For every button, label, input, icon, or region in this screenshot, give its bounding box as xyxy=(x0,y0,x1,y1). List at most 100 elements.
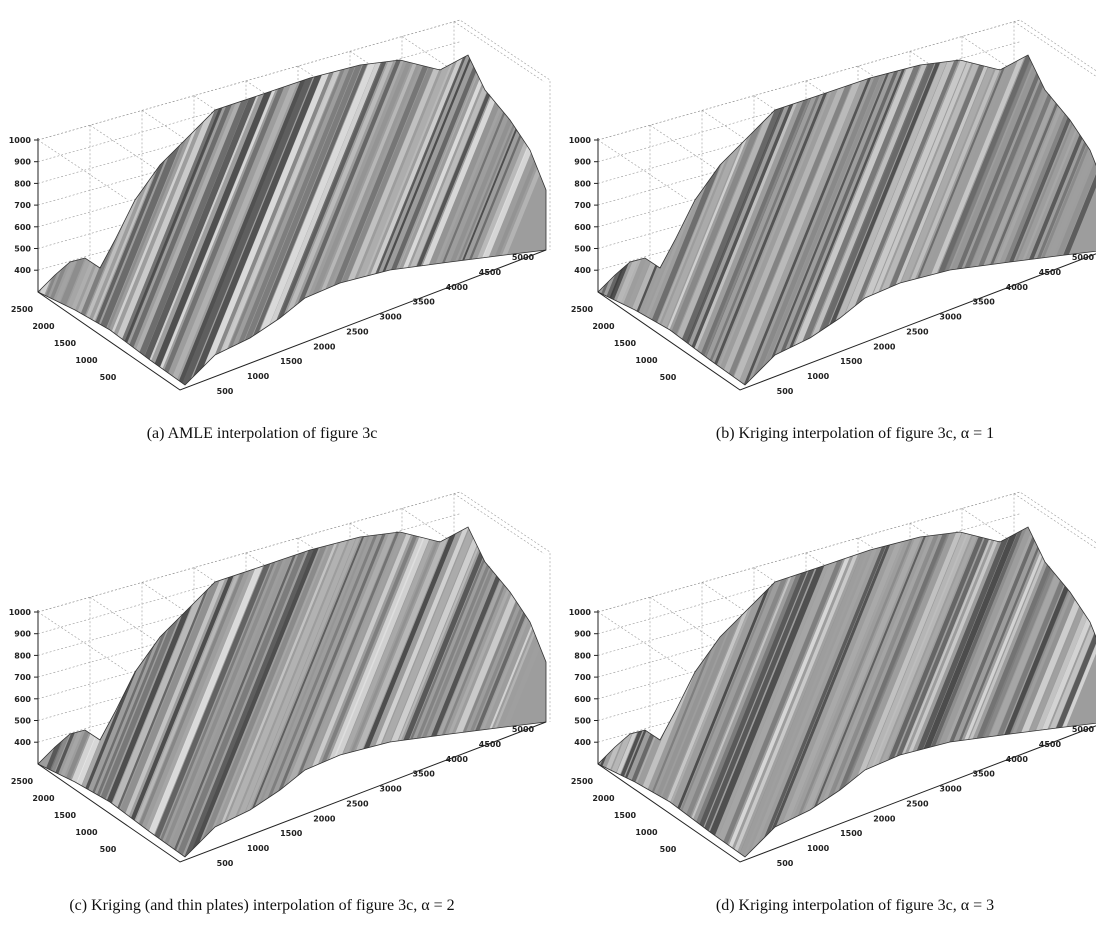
ridge xyxy=(0,30,47,400)
y-tick-label: 1500 xyxy=(54,811,77,820)
y-tick-label: 1000 xyxy=(635,356,658,365)
x-tick-label: 500 xyxy=(777,387,794,396)
x-tick-label: 4500 xyxy=(479,740,502,749)
z-tick-label: 700 xyxy=(14,673,31,682)
x-tick-label: 2500 xyxy=(346,799,369,808)
x-tick-label: 1500 xyxy=(280,357,303,366)
y-tick-label: 2500 xyxy=(11,777,34,786)
ridge xyxy=(0,30,104,400)
grid-line xyxy=(598,612,688,672)
ridge xyxy=(0,502,90,872)
x-tick-label: 3000 xyxy=(379,785,402,794)
x-tick-label: 2500 xyxy=(346,327,369,336)
z-tick-label: 1000 xyxy=(569,608,592,617)
grid-line xyxy=(38,140,128,200)
grid-line xyxy=(598,140,688,200)
x-tick-label: 3000 xyxy=(939,785,962,794)
z-tick-label: 700 xyxy=(14,201,31,210)
x-tick-label: 3500 xyxy=(973,298,996,307)
x-tick-label: 4500 xyxy=(1039,268,1062,277)
z-tick-label: 900 xyxy=(574,158,591,167)
x-tick-label: 3000 xyxy=(939,313,962,322)
z-tick-label: 900 xyxy=(14,630,31,639)
z-tick-label: 600 xyxy=(574,695,591,704)
z-tick-label: 600 xyxy=(14,695,31,704)
x-tick-label: 4500 xyxy=(479,268,502,277)
z-tick-label: 500 xyxy=(14,717,31,726)
z-tick-label: 900 xyxy=(574,630,591,639)
ridge xyxy=(533,30,687,400)
panel: 1000900800700600500400250020001500100050… xyxy=(0,472,599,872)
ridge xyxy=(0,30,98,400)
x-tick-label: 500 xyxy=(217,387,234,396)
x-tick-label: 2000 xyxy=(873,814,896,823)
y-tick-label: 1000 xyxy=(75,828,98,837)
panel: 1000900800700600500400250020001500100050… xyxy=(452,0,1096,400)
x-tick-label: 1000 xyxy=(807,844,830,853)
z-tick-label: 800 xyxy=(574,179,591,188)
x-tick-label: 4500 xyxy=(1039,740,1062,749)
y-tick-label: 1500 xyxy=(54,339,77,348)
y-tick-label: 500 xyxy=(660,373,677,382)
surface xyxy=(453,472,1096,872)
y-tick-label: 1000 xyxy=(75,356,98,365)
y-tick-label: 2500 xyxy=(11,305,34,314)
x-tick-label: 1500 xyxy=(840,829,863,838)
ridge xyxy=(0,30,59,400)
ridge xyxy=(0,502,103,872)
x-tick-label: 2500 xyxy=(906,327,929,336)
surface xyxy=(0,0,598,400)
z-tick-label: 700 xyxy=(574,673,591,682)
figure: 1000900800700600500400250020001500100050… xyxy=(0,0,1096,935)
x-tick-label: 3500 xyxy=(413,298,436,307)
surface xyxy=(452,0,1096,400)
y-tick-label: 500 xyxy=(660,845,677,854)
x-tick-label: 500 xyxy=(777,859,794,868)
x-tick-label: 1000 xyxy=(247,372,270,381)
x-tick-label: 1000 xyxy=(807,372,830,381)
z-tick-label: 400 xyxy=(14,738,31,747)
z-tick-label: 1000 xyxy=(9,608,32,617)
ridge xyxy=(0,502,55,872)
y-tick-label: 500 xyxy=(100,373,117,382)
surface xyxy=(0,472,599,872)
x-tick-label: 4000 xyxy=(1006,755,1029,764)
y-tick-label: 1000 xyxy=(635,828,658,837)
y-tick-label: 2500 xyxy=(571,777,594,786)
x-tick-label: 4000 xyxy=(446,755,469,764)
x-tick-label: 2000 xyxy=(313,342,336,351)
caption: (d) Kriging interpolation of figure 3c, … xyxy=(716,897,994,914)
surface-base xyxy=(560,472,1096,872)
ridge xyxy=(0,502,58,872)
ridge xyxy=(0,502,48,872)
x-tick-label: 3000 xyxy=(379,313,402,322)
caption: (c) Kriging (and thin plates) interpolat… xyxy=(69,897,454,914)
y-tick-label: 2000 xyxy=(32,322,55,331)
ridge xyxy=(533,502,687,872)
x-tick-label: 3500 xyxy=(973,770,996,779)
x-tick-label: 5000 xyxy=(1072,253,1095,262)
x-tick-label: 1500 xyxy=(840,357,863,366)
x-tick-label: 4000 xyxy=(1006,283,1029,292)
z-tick-label: 400 xyxy=(574,266,591,275)
x-tick-label: 5000 xyxy=(1072,725,1095,734)
panel: 1000900800700600500400250020001500100050… xyxy=(453,472,1096,872)
x-tick-label: 1000 xyxy=(247,844,270,853)
ridge xyxy=(0,30,52,400)
z-tick-label: 600 xyxy=(14,223,31,232)
x-tick-label: 4000 xyxy=(446,283,469,292)
x-tick-label: 2500 xyxy=(906,799,929,808)
caption: (a) AMLE interpolation of figure 3c xyxy=(147,425,378,442)
z-tick-label: 400 xyxy=(574,738,591,747)
x-tick-label: 2000 xyxy=(873,342,896,351)
panel: 1000900800700600500400250020001500100050… xyxy=(0,0,598,400)
y-tick-label: 1500 xyxy=(614,339,637,348)
z-tick-label: 800 xyxy=(574,651,591,660)
z-tick-label: 900 xyxy=(14,158,31,167)
ridge xyxy=(0,502,96,872)
y-tick-label: 500 xyxy=(100,845,117,854)
z-tick-label: 500 xyxy=(14,245,31,254)
x-tick-label: 1500 xyxy=(280,829,303,838)
y-tick-label: 2000 xyxy=(592,794,615,803)
y-tick-label: 2000 xyxy=(592,322,615,331)
